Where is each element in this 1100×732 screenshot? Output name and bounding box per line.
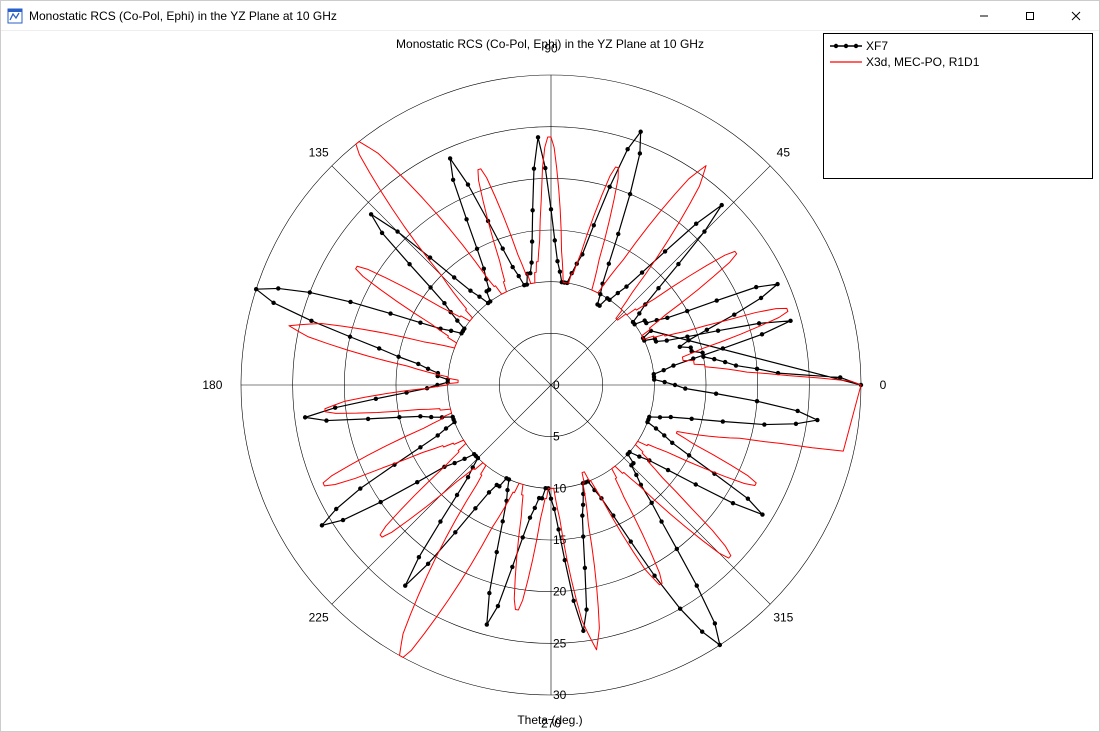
legend-label: X3d, MEC-PO, R1D1 — [866, 55, 979, 69]
legend: XF7 X3d, MEC-PO, R1D1 — [823, 33, 1093, 179]
maximize-button[interactable] — [1007, 1, 1053, 30]
app-icon — [7, 8, 23, 24]
svg-text:315: 315 — [773, 610, 793, 624]
window-controls — [961, 1, 1099, 30]
legend-swatch-xf7 — [830, 40, 862, 52]
minimize-button[interactable] — [961, 1, 1007, 30]
close-button[interactable] — [1053, 1, 1099, 30]
window-title: Monostatic RCS (Co-Pol, Ephi) in the YZ … — [29, 9, 961, 23]
svg-text:25: 25 — [553, 636, 567, 650]
chart-area: Monostatic RCS (Co-Pol, Ephi) in the YZ … — [1, 31, 1099, 731]
svg-text:0: 0 — [880, 378, 887, 392]
minimize-icon — [979, 11, 989, 21]
titlebar[interactable]: Monostatic RCS (Co-Pol, Ephi) in the YZ … — [1, 1, 1099, 31]
svg-text:90: 90 — [544, 41, 558, 55]
svg-text:5: 5 — [553, 430, 560, 444]
axis-label: Theta (deg.) — [1, 713, 1099, 727]
svg-text:30: 30 — [553, 688, 567, 702]
close-icon — [1071, 11, 1081, 21]
maximize-icon — [1025, 11, 1035, 21]
legend-item: X3d, MEC-PO, R1D1 — [830, 54, 1086, 70]
app-window: Monostatic RCS (Co-Pol, Ephi) in the YZ … — [0, 0, 1100, 732]
svg-text:45: 45 — [777, 146, 791, 160]
legend-item: XF7 — [830, 38, 1086, 54]
legend-swatch-x3d — [830, 56, 862, 68]
svg-text:180: 180 — [202, 378, 222, 392]
legend-label: XF7 — [866, 39, 888, 53]
svg-text:135: 135 — [309, 146, 329, 160]
svg-text:225: 225 — [309, 610, 329, 624]
svg-text:20: 20 — [553, 585, 567, 599]
